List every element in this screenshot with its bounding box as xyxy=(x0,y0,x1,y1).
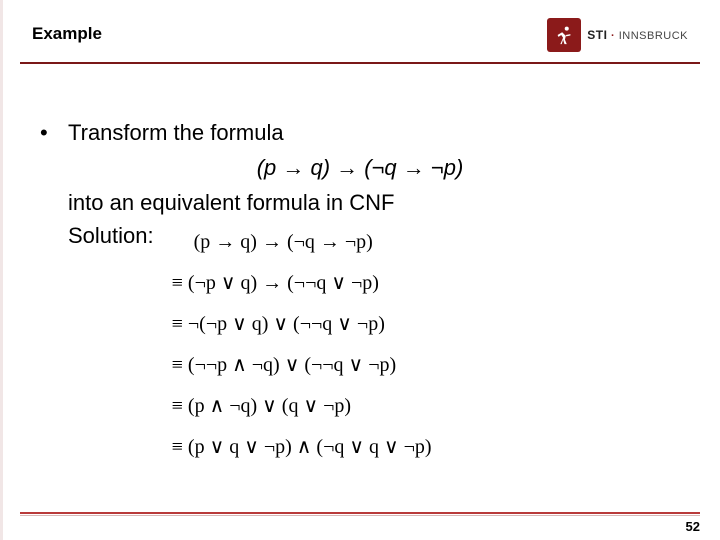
derivation: (p → q) → (¬q → ¬p) ≡ (¬p ∨ q) → (¬¬q ∨ … xyxy=(172,219,432,468)
bullet-text: Transform the formula xyxy=(68,116,284,149)
bullet-marker: • xyxy=(40,116,68,149)
bullet-line: • Transform the formula xyxy=(40,116,680,149)
page-number: 52 xyxy=(686,519,700,534)
solution-row: Solution: (p → q) → (¬q → ¬p) ≡ (¬p ∨ q)… xyxy=(40,219,680,468)
slide-title: Example xyxy=(32,18,102,44)
math-line-4: ≡ (p ∧ ¬q) ∨ (q ∨ ¬p) xyxy=(172,386,432,427)
runner-icon xyxy=(553,24,575,46)
math-line-5: ≡ (p ∨ q ∨ ¬p) ∧ (¬q ∨ q ∨ ¬p) xyxy=(172,427,432,468)
math-line-1: ≡ (¬p ∨ q) → (¬¬q ∨ ¬p) xyxy=(172,263,432,304)
logo-dot: · xyxy=(607,30,618,42)
math-line-3: ≡ (¬¬p ∧ ¬q) ∨ (¬¬q ∨ ¬p) xyxy=(172,345,432,386)
footer-rule xyxy=(20,512,700,514)
logo-city: INNSBRUCK xyxy=(619,30,688,42)
slide-body: • Transform the formula (p → q) → (¬q → … xyxy=(0,64,720,468)
solution-label: Solution: xyxy=(40,219,172,252)
main-formula: (p → q) → (¬q → ¬p) xyxy=(40,151,680,184)
math-line-0: (p → q) → (¬q → ¬p) xyxy=(172,222,432,263)
logo-text: STI · INNSBRUCK xyxy=(587,28,688,42)
logo: STI · INNSBRUCK xyxy=(547,18,688,52)
cnf-line: into an equivalent formula in CNF xyxy=(40,186,680,219)
logo-mark xyxy=(547,18,581,52)
left-edge-decoration xyxy=(0,0,3,540)
math-line-2: ≡ ¬(¬p ∨ q) ∨ (¬¬q ∨ ¬p) xyxy=(172,304,432,345)
logo-sti: STI xyxy=(587,28,607,42)
slide-header: Example STI · INNSBRUCK xyxy=(0,0,720,52)
